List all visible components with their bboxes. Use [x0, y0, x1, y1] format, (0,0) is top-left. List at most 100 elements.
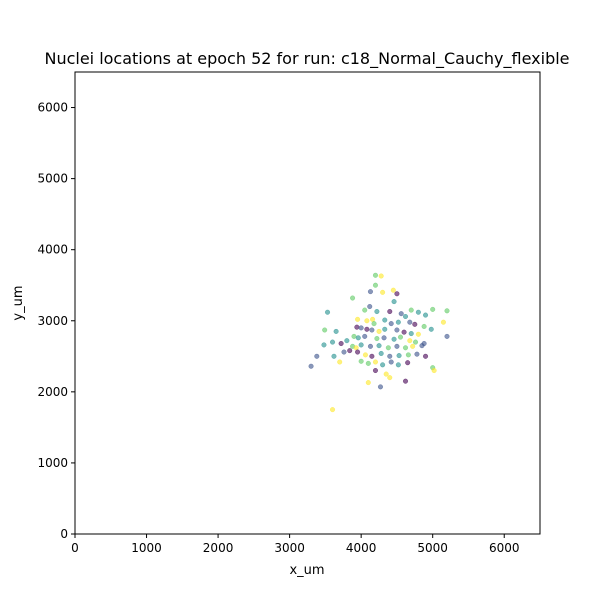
data-point-42 [394, 327, 400, 333]
data-point-70 [314, 353, 320, 359]
chart-title: Nuclei locations at epoch 52 for run: c1… [44, 49, 569, 69]
y-tick-label-5: 5000 [37, 172, 68, 186]
data-point-98 [365, 380, 371, 386]
data-point-14 [402, 313, 409, 320]
data-point-33 [428, 326, 434, 332]
data-point-78 [387, 353, 393, 359]
data-point-0 [372, 272, 379, 278]
data-point-27 [382, 317, 388, 323]
data-point-65 [385, 345, 391, 351]
data-point-37 [358, 325, 364, 331]
data-point-28 [388, 321, 394, 327]
data-point-47 [355, 335, 361, 341]
data-point-32 [421, 323, 427, 330]
data-point-11 [374, 308, 380, 315]
data-point-57 [329, 339, 336, 345]
data-point-83 [308, 363, 314, 369]
data-point-3 [390, 287, 396, 293]
data-point-88 [380, 362, 386, 368]
data-point-24 [364, 318, 370, 324]
data-point-16 [415, 309, 421, 315]
data-point-44 [408, 331, 414, 337]
data-point-81 [414, 351, 420, 357]
data-point-56 [321, 342, 327, 348]
x-tick-label-0: 0 [71, 541, 79, 555]
data-point-63 [367, 343, 374, 349]
data-point-99 [377, 384, 384, 390]
data-point-36 [354, 324, 360, 330]
data-point-67 [402, 345, 409, 351]
points-layer [308, 272, 450, 413]
data-point-52 [397, 334, 404, 340]
data-point-93 [431, 367, 437, 374]
data-point-66 [394, 343, 400, 349]
data-point-15 [408, 307, 414, 313]
data-point-86 [365, 360, 371, 366]
data-point-22 [322, 327, 328, 333]
data-point-58 [338, 340, 344, 347]
data-point-82 [422, 353, 429, 359]
data-point-9 [367, 304, 373, 310]
data-point-80 [405, 352, 411, 358]
data-point-21 [333, 328, 339, 334]
y-tick-label-1: 1000 [37, 456, 68, 470]
data-point-20 [324, 309, 331, 315]
x-axis-ticks: 0 1000 2000 3000 4000 5000 6000 [71, 534, 520, 555]
data-point-64 [376, 343, 382, 349]
data-point-75 [362, 352, 368, 358]
data-point-25 [370, 316, 376, 322]
data-point-1 [378, 273, 384, 279]
data-point-43 [401, 329, 407, 335]
data-point-8 [391, 299, 397, 305]
x-axis-label: x_um [289, 563, 324, 578]
data-point-39 [369, 327, 375, 333]
data-point-87 [372, 359, 379, 365]
data-point-30 [407, 319, 413, 325]
data-point-23 [355, 316, 361, 322]
data-point-31 [412, 321, 418, 327]
data-point-7 [350, 295, 356, 301]
data-point-89 [388, 359, 394, 365]
data-point-71 [331, 353, 337, 359]
data-point-4 [394, 291, 400, 297]
data-point-73 [347, 348, 353, 354]
data-point-34 [440, 319, 446, 325]
data-point-100 [329, 407, 336, 413]
data-point-77 [378, 350, 384, 357]
data-point-5 [380, 289, 386, 295]
y-tick-label-2: 2000 [37, 385, 68, 399]
data-point-35 [444, 333, 450, 339]
data-point-41 [382, 326, 388, 332]
data-point-94 [372, 367, 379, 374]
data-point-84 [337, 359, 343, 365]
data-point-62 [358, 342, 364, 348]
data-point-26 [371, 321, 377, 327]
data-point-54 [412, 339, 419, 345]
y-tick-label-6: 6000 [37, 101, 68, 115]
data-point-76 [369, 353, 375, 359]
y-axis-label: y_um [11, 285, 26, 320]
data-point-17 [422, 312, 429, 318]
data-point-10 [362, 307, 368, 313]
data-point-53 [407, 338, 413, 344]
data-point-50 [381, 335, 387, 341]
x-tick-label-6: 6000 [489, 541, 520, 555]
data-point-79 [396, 353, 402, 359]
data-point-6 [367, 289, 374, 295]
x-tick-label-5: 5000 [417, 541, 448, 555]
data-point-19 [444, 308, 450, 314]
x-tick-label-3: 3000 [274, 541, 305, 555]
y-tick-label-0: 0 [60, 527, 68, 541]
x-tick-label-1: 1000 [131, 541, 162, 555]
data-point-18 [430, 306, 436, 312]
data-point-95 [383, 371, 389, 377]
data-point-74 [355, 349, 361, 355]
y-tick-label-4: 4000 [37, 243, 68, 257]
data-point-40 [376, 328, 382, 334]
data-point-90 [395, 362, 401, 368]
data-point-45 [415, 331, 421, 337]
x-tick-label-4: 4000 [346, 541, 377, 555]
data-point-48 [362, 333, 368, 339]
